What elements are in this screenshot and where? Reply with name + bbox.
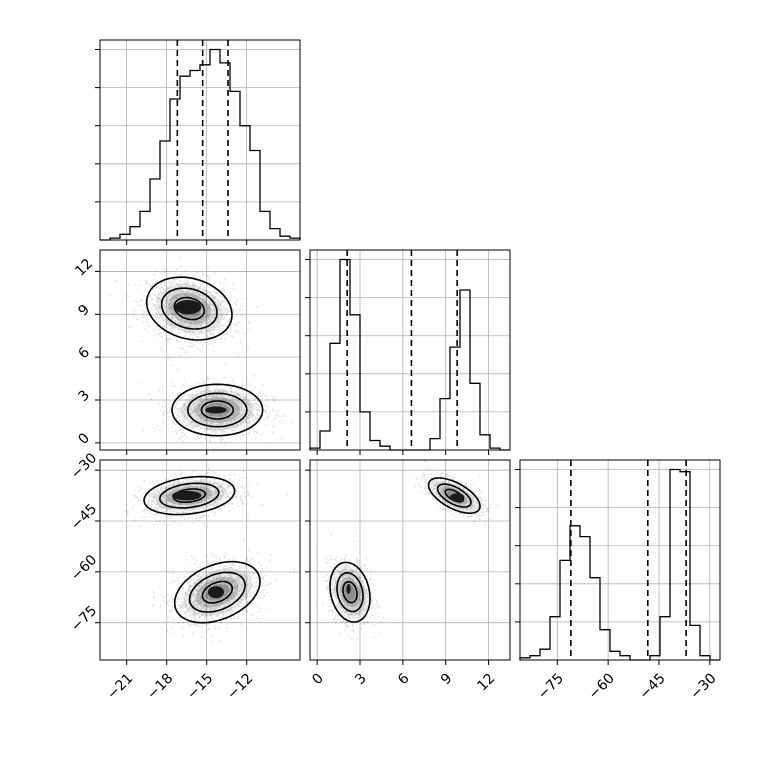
pair-0-2-samples-0 (124, 466, 288, 527)
pair-0-2-contour-1-0 (173, 560, 261, 624)
pair-0-2-contour-1-1 (188, 571, 246, 613)
hist-1-panel (305, 249, 511, 455)
pair-1-2-contour-1-1 (336, 571, 364, 613)
pair-0-2-xticklabel-1: −18 (144, 670, 176, 702)
pair-1-2-xticklabel-3: 9 (438, 670, 456, 688)
pair-0-2-panel: −21 −18 −15 −12 −75 −60 −45 −30 (68, 450, 301, 703)
pair-1-2-xticklabel-0: 0 (309, 670, 327, 688)
hist-2-panel: −75 −60 −45 −30 (515, 459, 721, 703)
pair-0-1-content (109, 256, 294, 450)
pair-0-1-contour-1-2 (200, 400, 235, 420)
pair-0-2-frame (99, 459, 301, 661)
pair-0-1-contour-0-0 (145, 276, 233, 341)
pair-1-2-contour-0-1 (436, 483, 472, 508)
pair-0-1-contour-0-1 (160, 287, 218, 330)
pair-1-2-xticklabel-1: 3 (352, 670, 370, 688)
pair-0-2-yticklabel-1: −60 (68, 552, 100, 584)
pair-0-2-yticklabel-2: −45 (68, 501, 100, 533)
hist-1-frame (309, 249, 511, 451)
pair-0-1-peak-1 (205, 406, 227, 414)
pair-1-2-samples-0 (414, 460, 499, 526)
pair-0-2-contour-1-2 (201, 580, 234, 604)
pair-1-2-peak-1 (346, 583, 351, 594)
pair-1-2-xticklabel-2: 6 (395, 670, 413, 688)
hist-2-xticklabel-0: −75 (535, 670, 567, 702)
pair-0-2-yticklabel-3: −30 (68, 450, 100, 482)
pair-0-2-contour-0-1 (159, 482, 220, 509)
hist-1-steps (309, 258, 510, 451)
pair-0-1-contour-1-0 (171, 383, 264, 437)
pair-0-1-yticklabel-4: 12 (72, 256, 96, 280)
pair-0-2-peak-0 (172, 490, 202, 501)
pair-0-2-xticklabel-2: −15 (184, 670, 216, 702)
pair-1-2-content (316, 460, 499, 640)
pair-0-2-contour-0-0 (143, 475, 236, 516)
pair-0-2-xticklabel-0: −21 (104, 670, 136, 702)
pair-0-1-yticklabel-3: 9 (75, 302, 93, 320)
pair-1-2-contour-0-0 (427, 477, 481, 514)
pair-1-2-contour-0-2 (444, 488, 465, 503)
pair-1-2-panel: 0 3 6 9 12 (305, 459, 511, 694)
hist-0-frame (99, 39, 301, 241)
pair-0-2-yticklabel-0: −75 (68, 603, 100, 635)
hist-2-xticklabel-3: −30 (687, 670, 719, 702)
hist-0-steps (100, 48, 301, 241)
pair-0-1-samples-1 (140, 363, 294, 450)
pair-0-1-frame (99, 249, 301, 451)
hist-2-frame (519, 459, 721, 661)
pair-0-1-contour-1-1 (187, 392, 248, 428)
pair-0-1-yticklabel-1: 3 (75, 387, 93, 405)
pair-1-2-peak-0 (450, 493, 465, 502)
hist-2-xticklabel-1: −60 (586, 670, 618, 702)
pair-0-2-xticklabel-3: −12 (224, 670, 256, 702)
pair-1-2-contour-1-2 (342, 581, 358, 604)
pair-0-1-panel: 0 3 6 9 12 (72, 249, 301, 455)
hist-2-xticklabel-2: −45 (637, 670, 669, 702)
pair-1-2-contour-1-0 (329, 561, 371, 623)
pair-0-2-peak-1 (208, 586, 224, 599)
pair-0-1-peak-0 (174, 300, 202, 315)
hist-2-steps (519, 468, 720, 661)
pair-0-2-content (124, 466, 296, 643)
pair-1-2-frame (309, 459, 511, 661)
hist-0-panel (95, 39, 301, 245)
pair-0-1-yticklabel-2: 6 (75, 344, 93, 362)
pair-1-2-xticklabel-4: 12 (474, 670, 498, 694)
pair-0-1-contour-0-2 (173, 296, 206, 321)
pair-0-1-yticklabel-0: 0 (75, 430, 93, 448)
